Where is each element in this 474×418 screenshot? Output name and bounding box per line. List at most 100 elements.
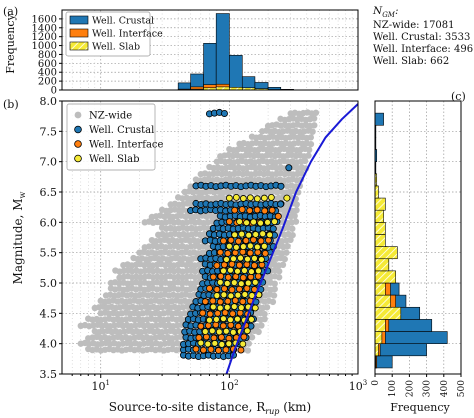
scatter-point-well-slab [243, 219, 250, 227]
scatter-point-nz-wide [244, 347, 252, 354]
panel-a-ytick-label: 0 [51, 86, 57, 97]
panel-c-bar-well-slab [374, 343, 379, 357]
scatter-point-nz-wide [310, 115, 318, 122]
panel-b-ytick-label: 5.0 [40, 277, 58, 290]
scatter-point-well-interface [209, 273, 217, 281]
scatter-point-well-interface [238, 206, 246, 213]
info-line-3: Well. Slab: 662 [373, 56, 449, 67]
scatter-point-well-slab [220, 291, 228, 299]
scatter-point-well-interface [253, 206, 261, 214]
scatter-point-nz-wide [263, 304, 271, 311]
panel-b-xlabel-main: Source-to-site distance, R [109, 400, 266, 414]
panel-b-ytick-label: 8.0 [40, 95, 58, 108]
panel-a-ytick-label: 1400 [32, 23, 57, 34]
scatter-point-well-slab [244, 279, 252, 287]
scatter-point-nz-wide [279, 261, 287, 268]
panel-c-xtick-label: 0 [371, 380, 381, 386]
panel-a-frame [61, 9, 359, 91]
scatter-point-well-slab [225, 242, 233, 250]
scatter-point-well-interface [206, 310, 214, 318]
panel-c-bar-well-crustal [374, 112, 384, 126]
scatter-point-well-interface [240, 333, 248, 341]
scatter-point-well-slab [227, 316, 234, 324]
scatter-point-well-slab [215, 328, 223, 336]
scatter-point-well-interface [206, 284, 213, 292]
scatter-point-nz-wide [258, 322, 265, 329]
scatter-point-well-slab [218, 340, 226, 348]
scatter-point-well-slab [267, 193, 275, 201]
scatter-point-well-interface [224, 273, 232, 281]
panel-c-bar-well-slab [374, 282, 386, 296]
scatter-point-well-interface [231, 206, 239, 214]
scatter-point-nz-wide [312, 109, 320, 116]
scatter-magnitude-distance-panel: (b) Magnitude, Mw Source-to-site distanc… [3, 95, 367, 416]
scatter-point-well-slab [260, 194, 268, 202]
scatter-point-well-slab [213, 292, 221, 299]
panel-a-bar-well-crustal [229, 55, 243, 91]
scatter-point-well-slab [220, 267, 227, 275]
panel-a-legend-label: Well. Slab [92, 42, 140, 53]
record-count-box: NGM: NZ-wide: 17081 Well. Crustal: 3533 … [372, 5, 473, 67]
scatter-point-well-crustal [277, 200, 285, 208]
panel-b-legend-label: Well. Interface [89, 140, 164, 151]
panel-c-bar-well-slab [374, 306, 402, 320]
scatter-point-well-interface [227, 236, 235, 244]
histogram-distance-panel: (a) Frequency 02004006008001000120014001… [3, 5, 359, 97]
scatter-point-well-interface [268, 206, 276, 214]
scatter-point-well-slab [251, 254, 258, 262]
scatter-point-well-slab [216, 304, 224, 312]
scatter-point-nz-wide [283, 249, 290, 256]
panel-b-ytick-label: 4.0 [40, 338, 58, 351]
scatter-point-well-crustal [220, 109, 228, 117]
scatter-point-well-slab [237, 304, 245, 312]
scatter-point-well-slab [251, 304, 259, 312]
scatter-point-well-slab [246, 194, 254, 202]
scatter-point-well-interface [236, 309, 244, 317]
scatter-point-well-slab [239, 243, 247, 251]
scatter-point-well-slab [225, 194, 233, 202]
scatter-point-well-interface [242, 237, 250, 244]
scatter-point-well-slab [241, 267, 248, 274]
scatter-point-well-slab [230, 303, 238, 310]
scatter-point-well-interface [229, 310, 237, 318]
scatter-point-well-interface [224, 297, 232, 305]
panel-c-xtick-label: 200 [405, 380, 415, 397]
scatter-point-well-slab [248, 268, 255, 275]
scatter-point-well-interface [228, 286, 236, 294]
scatter-point-well-slab [251, 278, 259, 286]
panel-c-bar-well-crustal [374, 343, 427, 357]
scatter-point-well-slab [232, 193, 240, 201]
scatter-point-well-interface [216, 248, 224, 256]
scatter-point-well-slab [197, 339, 205, 347]
scatter-point-well-interface [220, 237, 227, 245]
panel-c-bar-well-slab [374, 270, 396, 284]
scatter-point-well-interface [213, 262, 221, 269]
scatter-point-well-slab [244, 255, 251, 263]
scatter-point-well-interface [235, 261, 243, 269]
panel-b-legend-marker [74, 154, 82, 163]
panel-b-frame [61, 100, 359, 375]
panel-b-ytick-label: 5.5 [40, 247, 58, 260]
panel-a-ylabel: Frequency [4, 13, 17, 73]
scatter-point-well-slab [237, 280, 245, 288]
scatter-point-well-slab [241, 291, 249, 298]
scatter-point-well-slab [255, 267, 262, 275]
scatter-point-well-slab [216, 278, 224, 286]
scatter-point-nz-wide [284, 243, 291, 250]
scatter-point-nz-wide [275, 274, 283, 281]
boundary-line [225, 103, 358, 374]
panel-b-xtick-label: 102 [220, 379, 238, 393]
scatter-point-well-slab [271, 218, 278, 226]
scatter-point-nz-wide [270, 292, 278, 299]
scatter-point-well-slab [264, 218, 271, 226]
scatter-point-well-interface [261, 249, 269, 257]
scatter-point-well-slab [223, 256, 230, 263]
scatter-point-well-slab [204, 340, 212, 348]
scatter-point-well-slab [250, 218, 257, 226]
panel-a-legend-label: Well. Crustal [92, 16, 154, 27]
panel-a-ytick-label: 800 [38, 50, 57, 61]
panel-c-bar-well-slab [374, 294, 391, 308]
scatter-point-well-interface [231, 249, 239, 257]
panel-a-ytick-label: 1000 [32, 41, 57, 52]
panel-b-ylabel-sub: w [18, 191, 27, 198]
